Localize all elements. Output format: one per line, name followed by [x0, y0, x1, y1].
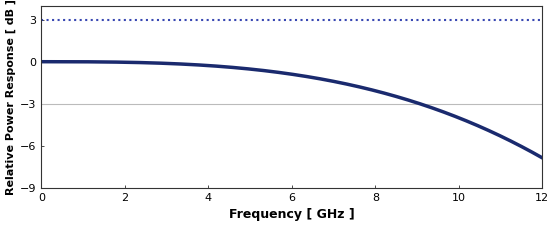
Y-axis label: Relative Power Response [ dB ]: Relative Power Response [ dB ]	[6, 0, 16, 195]
X-axis label: Frequency [ GHz ]: Frequency [ GHz ]	[229, 208, 355, 222]
